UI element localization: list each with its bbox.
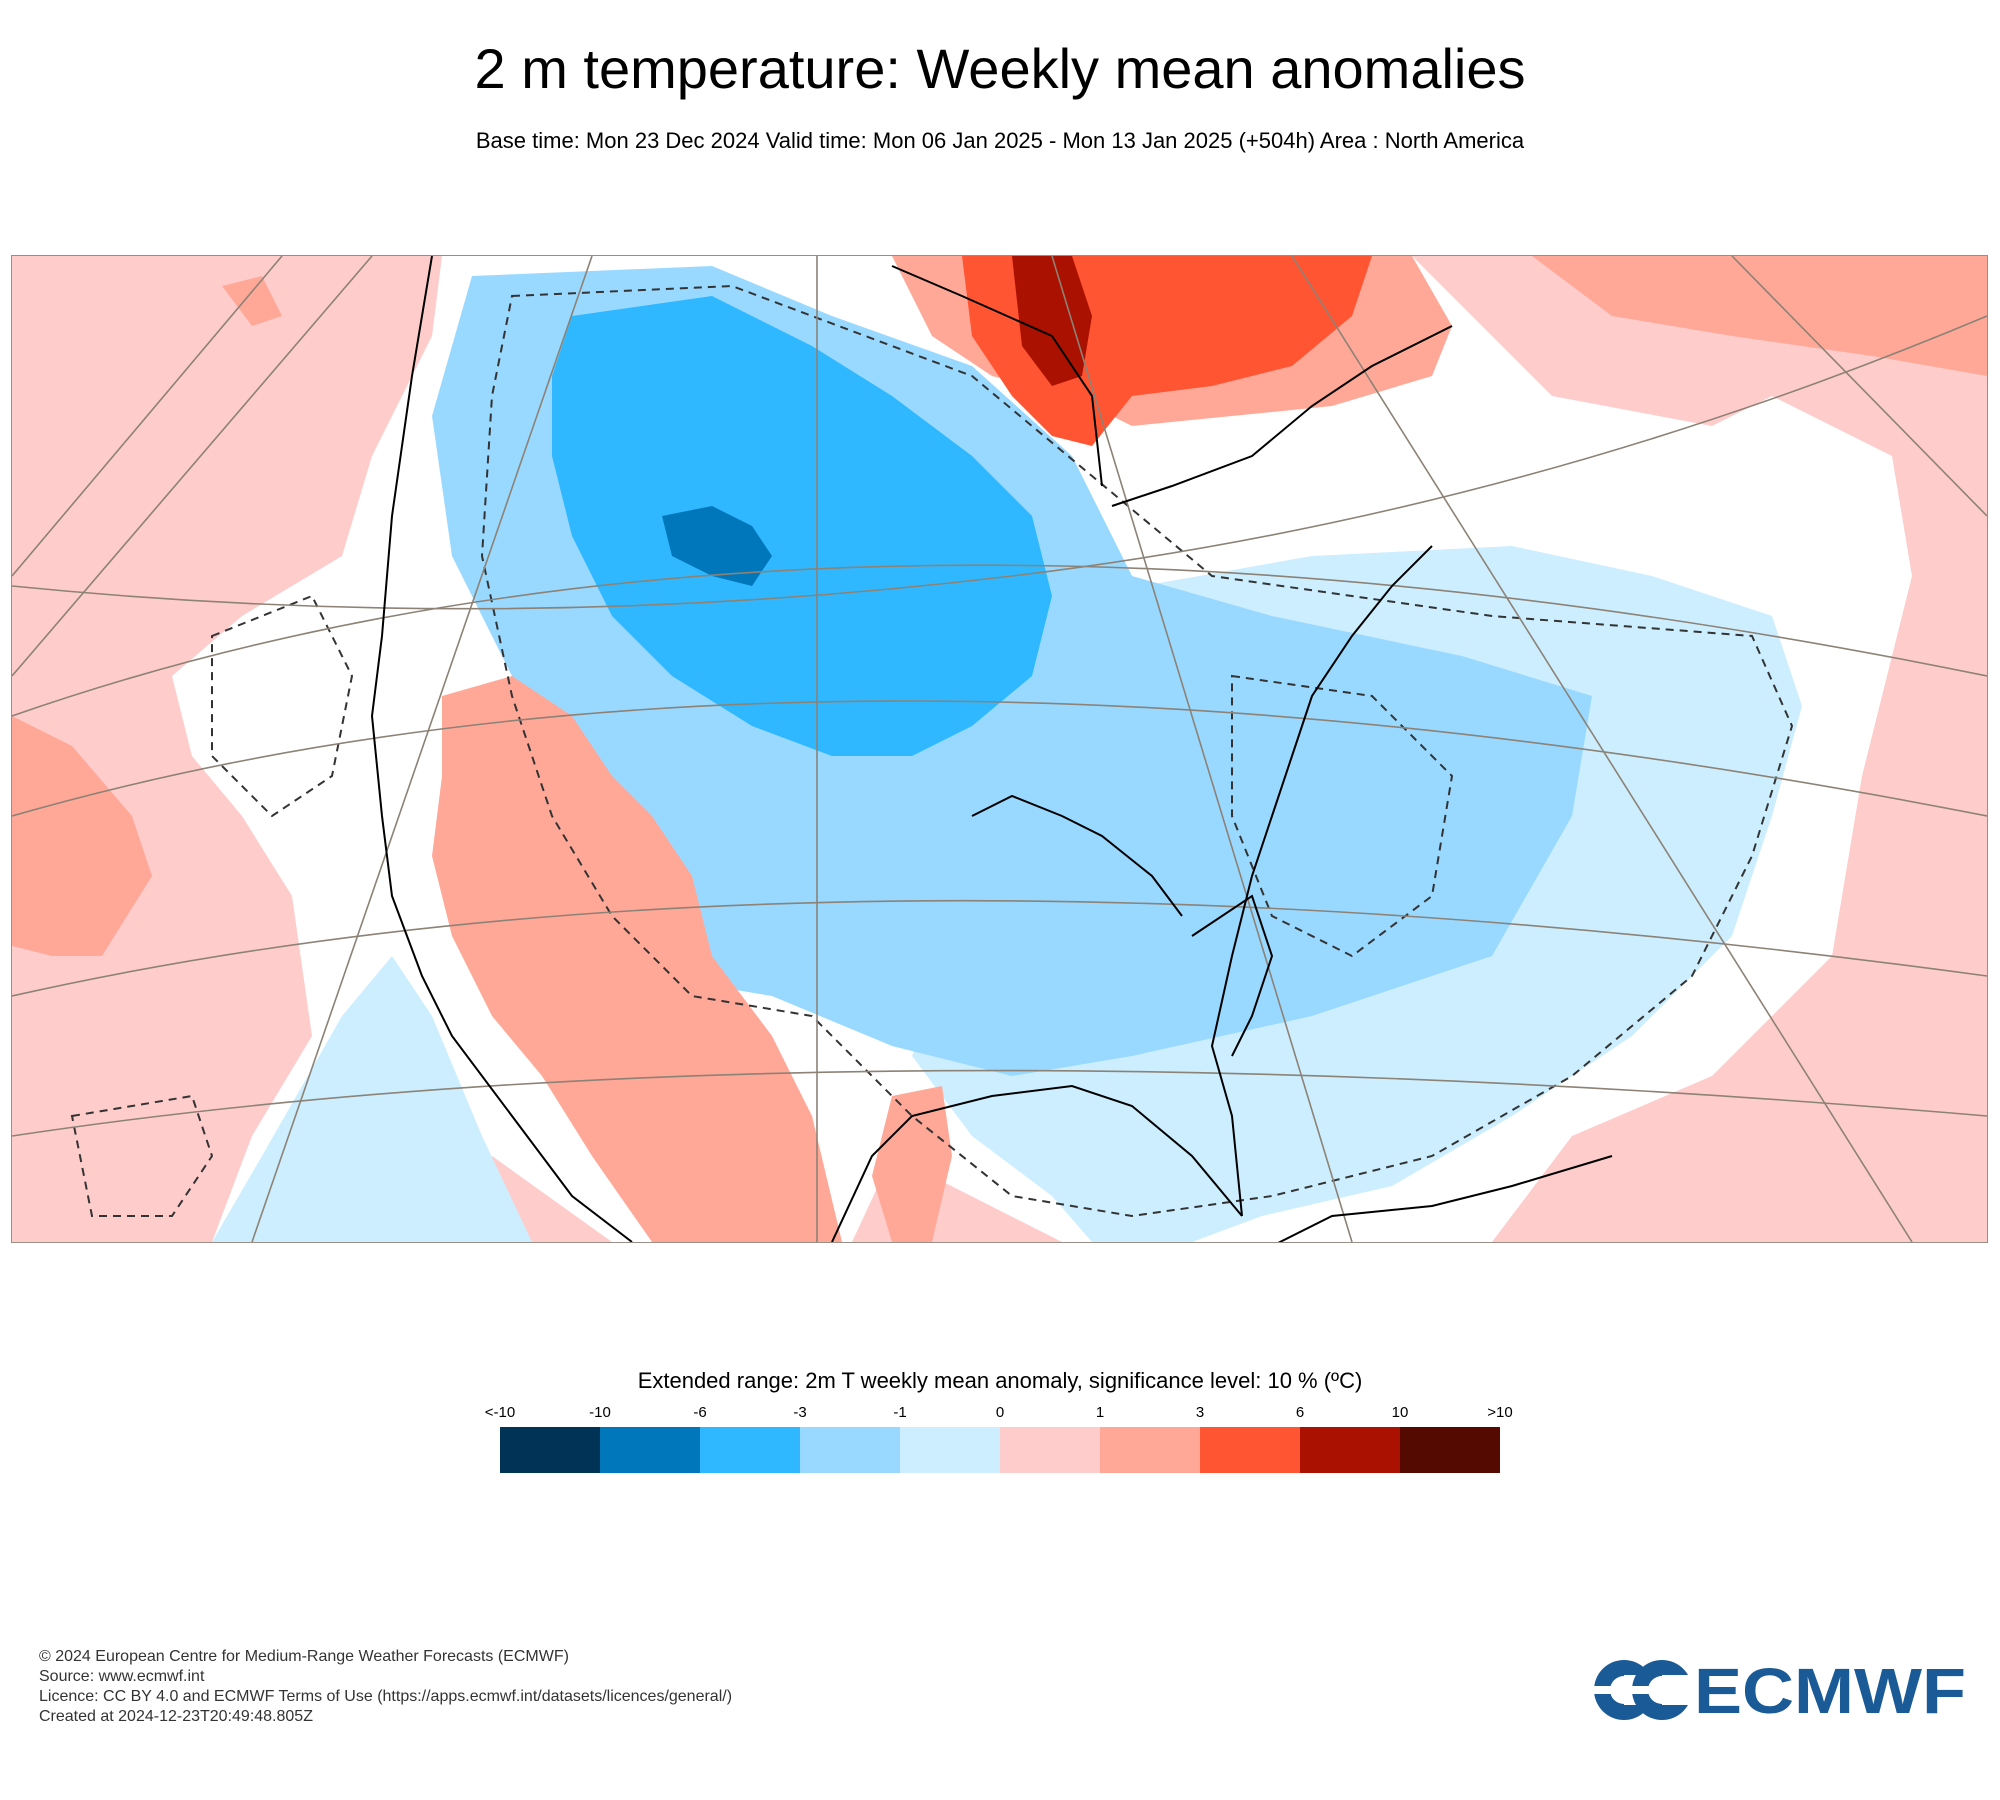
- graticule: [12, 256, 1987, 1242]
- warm-region-northeast-core: [1012, 256, 1092, 386]
- legend-tick: -6: [693, 1404, 707, 1421]
- anomaly-map: [11, 255, 1988, 1243]
- legend-swatch: [1000, 1427, 1100, 1473]
- map-canvas: [12, 256, 1987, 1242]
- warm-patch-pacific: [12, 716, 152, 956]
- significance-contours: [70, 284, 1794, 1218]
- footer-copyright: © 2024 European Centre for Medium-Range …: [39, 1648, 569, 1665]
- legend-swatch: [900, 1427, 1000, 1473]
- legend-tick: -10: [589, 1404, 611, 1421]
- legend-swatch: [1100, 1427, 1200, 1473]
- legend-tick-labels: <-10 -10 -6 -3 -1 0 1 3 6 10 >10: [480, 1404, 1520, 1424]
- legend-swatch: [1300, 1427, 1400, 1473]
- legend-swatch: [700, 1427, 800, 1473]
- cold-region-core: [662, 506, 772, 586]
- ecmwf-logo: ECMWF: [1590, 1655, 1966, 1725]
- warm-region-gulf: [872, 1086, 952, 1242]
- legend-tick: -3: [793, 1404, 807, 1421]
- footer-source: Source: www.ecmwf.int: [39, 1668, 205, 1685]
- legend-tick: <-10: [484, 1404, 516, 1421]
- legend-title: Extended range: 2m T weekly mean anomaly…: [637, 1368, 1363, 1393]
- warm-region-greenland: [1532, 256, 1987, 376]
- chart-subtitle: Base time: Mon 23 Dec 2024 Valid time: M…: [475, 128, 1525, 153]
- legend-swatch: [1200, 1427, 1300, 1473]
- legend-tick: 1: [1095, 1404, 1105, 1421]
- legend-tick: 0: [995, 1404, 1005, 1421]
- legend-tick: 6: [1295, 1404, 1305, 1421]
- cool-pacific-strip: [212, 956, 532, 1242]
- cold-region-strong: [552, 296, 1052, 756]
- ecmwf-logo-mark: [1590, 1660, 1692, 1720]
- legend-color-bar: [500, 1427, 1500, 1473]
- warm-region-west: [432, 676, 842, 1242]
- legend-swatch: [800, 1427, 900, 1473]
- legend-tick: 10: [1391, 1404, 1409, 1421]
- legend-swatch: [500, 1427, 600, 1473]
- footer-licence: Licence: CC BY 4.0 and ECMWF Terms of Us…: [39, 1688, 733, 1705]
- legend-tick: >10: [1487, 1404, 1513, 1421]
- footer-credits: © 2024 European Centre for Medium-Range …: [39, 1647, 732, 1727]
- legend-tick: 3: [1195, 1404, 1205, 1421]
- footer-created: Created at 2024-12-23T20:49:48.805Z: [39, 1708, 313, 1725]
- legend-swatch: [1400, 1427, 1500, 1473]
- ecmwf-logo-text: ECMWF: [1694, 1655, 1966, 1725]
- legend-tick: -1: [893, 1404, 907, 1421]
- coastlines: [370, 256, 1613, 1242]
- legend-swatch: [600, 1427, 700, 1473]
- chart-title: 2 m temperature: Weekly mean anomalies: [474, 37, 1526, 100]
- warm-patch-north-pacific: [222, 276, 282, 326]
